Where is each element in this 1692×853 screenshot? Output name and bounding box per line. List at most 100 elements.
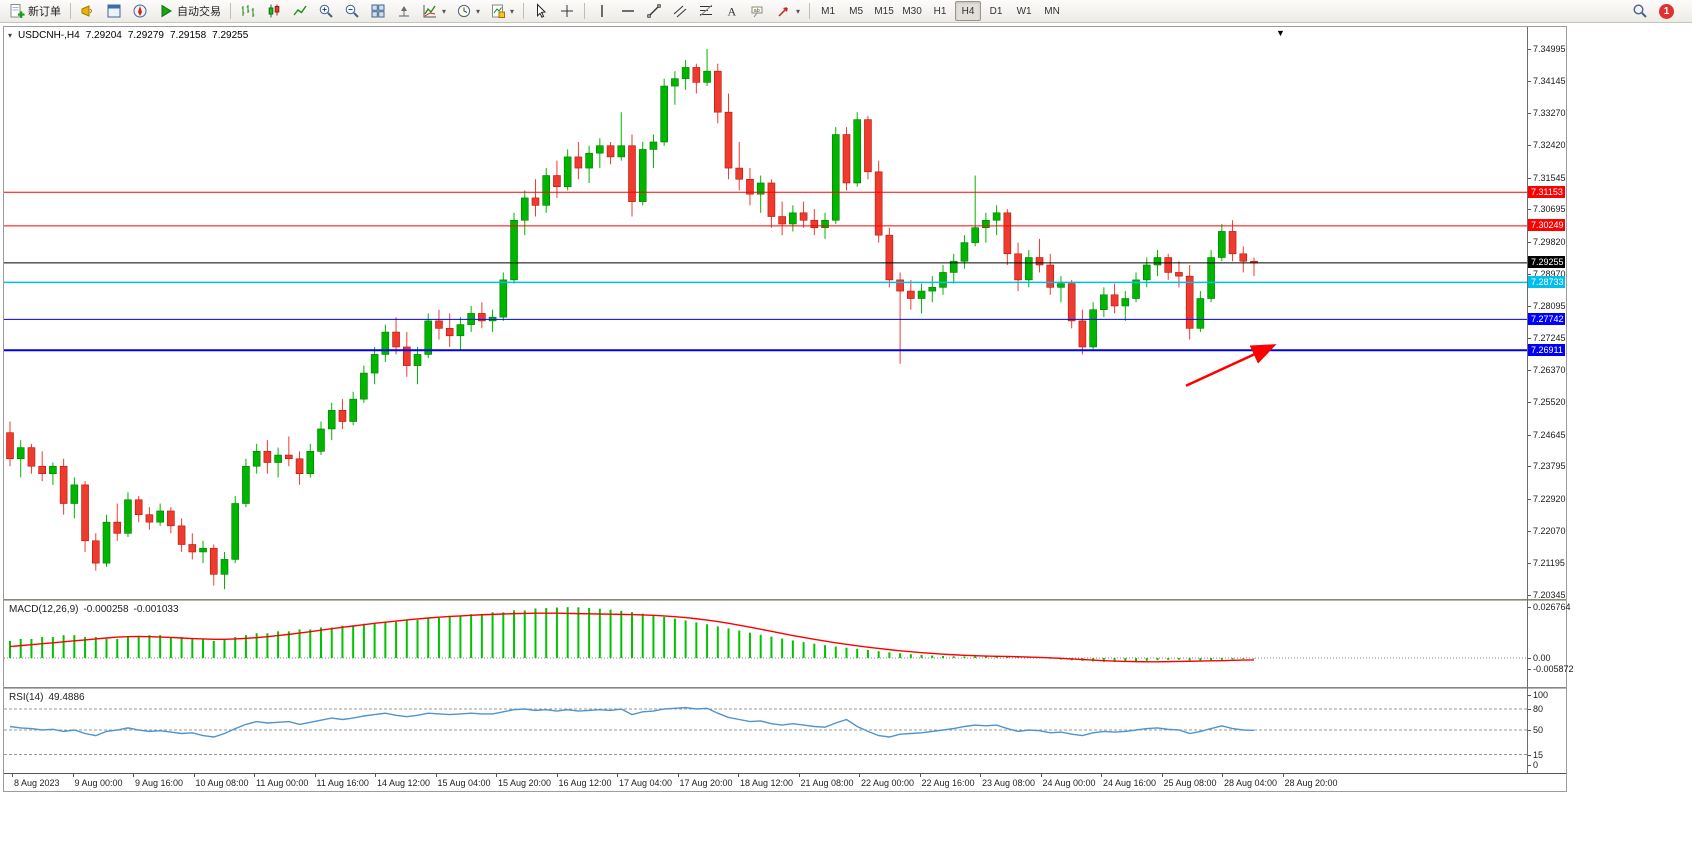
vertical-line-tool-button[interactable] xyxy=(590,1,614,21)
zoom-in-button[interactable] xyxy=(314,1,338,21)
time-axis[interactable]: 8 Aug 2023 9 Aug 00:00 9 Aug 16:00 10 Aug 0… xyxy=(4,773,1566,792)
timeframe-m30[interactable]: M30 xyxy=(899,1,925,21)
candle xyxy=(91,540,100,564)
time-label: 9 Aug 16:00 xyxy=(135,778,184,788)
chart-collapse-icon[interactable]: ▾ xyxy=(8,31,13,40)
market-watch-button[interactable] xyxy=(76,1,100,21)
templates-button[interactable]: ▾ xyxy=(486,1,518,21)
bar-chart-icon xyxy=(241,5,255,17)
data-window-button[interactable] xyxy=(102,1,126,21)
time-label: 17 Aug 04:00 xyxy=(619,778,673,788)
candle xyxy=(478,313,486,322)
macd-tick xyxy=(1528,658,1531,659)
candle xyxy=(349,398,357,422)
candle xyxy=(435,320,443,329)
candle xyxy=(1153,257,1162,266)
time-tick xyxy=(496,774,497,777)
price-tick-label: 7.26370 xyxy=(1533,365,1566,376)
tile-windows-button[interactable] xyxy=(366,1,390,21)
timeframe-w1[interactable]: W1 xyxy=(1011,1,1037,21)
macd-pane[interactable]: MACD(12,26,9) -0.000258 -0.001033 xyxy=(4,601,1527,687)
horizontal-line-tool-button[interactable] xyxy=(616,1,640,21)
rsi-canvas[interactable] xyxy=(4,689,1527,771)
price-tick xyxy=(1528,306,1531,308)
price-tick-label: 7.27245 xyxy=(1533,332,1566,343)
navigator-button[interactable] xyxy=(128,1,152,21)
candle xyxy=(767,182,776,217)
cursor-tool-button[interactable] xyxy=(529,1,553,21)
timeframe-mn[interactable]: MN xyxy=(1039,1,1065,21)
candle xyxy=(649,141,658,150)
candle xyxy=(1207,257,1215,299)
price-scale[interactable]: 7.34995 7.34145 7.33270 7.32420 7.31545 7.306… xyxy=(1528,27,1574,773)
line-chart-type-button[interactable] xyxy=(288,1,312,21)
annotation-arrow[interactable] xyxy=(1185,344,1277,387)
candle xyxy=(1100,294,1108,311)
zoom-out-button[interactable] xyxy=(340,1,364,21)
pane-splitter[interactable] xyxy=(4,599,1566,601)
price-tick-label: 7.34145 xyxy=(1533,75,1566,86)
timeframe-d1[interactable]: D1 xyxy=(983,1,1009,21)
crosshair-tool-button[interactable] xyxy=(555,1,579,21)
fibonacci-tool-button[interactable] xyxy=(694,1,718,21)
timeframe-m1[interactable]: M1 xyxy=(815,1,841,21)
candle xyxy=(756,182,765,195)
arrows-icon xyxy=(778,7,788,17)
chart-shift-button[interactable] xyxy=(392,1,416,21)
main-price-pane[interactable]: ▾ USDCNH-,H4 7.29204 7.29279 7.29158 7.29255 … xyxy=(4,27,1527,599)
candle xyxy=(220,559,229,575)
price-tick xyxy=(1528,499,1531,501)
bar-chart-type-button[interactable] xyxy=(236,1,260,21)
candle xyxy=(799,212,808,221)
data-window-icon xyxy=(107,4,121,18)
candle xyxy=(6,432,14,460)
price-tick xyxy=(1528,595,1531,596)
candle xyxy=(939,272,947,288)
macd-signal-value: -0.001033 xyxy=(133,604,179,615)
candle xyxy=(242,465,250,504)
rsi-tick xyxy=(1528,709,1531,710)
trendline-tool-button[interactable] xyxy=(642,1,666,21)
channel-tool-button[interactable] xyxy=(668,1,692,21)
text-label-tool-button[interactable]: ab xyxy=(746,1,770,21)
time-label: 8 Aug 2023 xyxy=(14,778,60,788)
timeframe-m5[interactable]: M5 xyxy=(843,1,869,21)
new-order-icon xyxy=(10,4,25,18)
price-tick xyxy=(1528,466,1531,468)
candle xyxy=(1014,253,1022,281)
text-tool-button[interactable]: A xyxy=(720,1,744,21)
candle xyxy=(1164,257,1173,273)
candle xyxy=(1078,320,1087,348)
auto-trading-button[interactable]: 自动交易 xyxy=(154,1,225,21)
rsi-axis-label: 15 xyxy=(1533,749,1544,760)
timeframe-h1[interactable]: H1 xyxy=(927,1,953,21)
rsi-tick xyxy=(1528,754,1531,756)
macd-canvas[interactable] xyxy=(4,601,1527,687)
arrows-tool-button[interactable]: ▾ xyxy=(772,1,804,21)
candle xyxy=(1024,257,1033,281)
time-tick xyxy=(798,774,800,777)
time-tick xyxy=(375,774,376,777)
text-icon: A xyxy=(728,5,737,19)
time-label: 24 Aug 00:00 xyxy=(1042,778,1096,788)
macd-axis-label: 0.00 xyxy=(1533,653,1551,663)
pane-splitter[interactable] xyxy=(4,687,1566,689)
cursor-icon xyxy=(537,3,547,18)
price-tick-label: 7.23795 xyxy=(1533,461,1566,472)
candlestick-type-button[interactable] xyxy=(262,1,286,21)
indicators-button[interactable]: ▾ xyxy=(418,1,450,21)
price-tick-label: 7.20345 xyxy=(1533,590,1566,600)
search-button[interactable] xyxy=(1628,1,1652,21)
price-tick xyxy=(1528,337,1531,339)
notification-badge[interactable]: 1 xyxy=(1659,3,1674,19)
price-tick-label: 7.22920 xyxy=(1533,494,1566,505)
new-order-button[interactable]: 新订单 xyxy=(5,1,65,21)
vertical-line-icon xyxy=(601,5,603,17)
chart-shift-marker[interactable]: ▼ xyxy=(1276,28,1285,38)
rsi-pane[interactable]: RSI(14) 49.4886 xyxy=(4,689,1527,771)
periods-button[interactable]: ▾ xyxy=(452,1,484,21)
main-chart-canvas[interactable] xyxy=(4,27,1527,599)
timeframe-m15[interactable]: M15 xyxy=(871,1,897,21)
price-tick xyxy=(1528,530,1531,532)
timeframe-h4[interactable]: H4 xyxy=(955,1,982,22)
